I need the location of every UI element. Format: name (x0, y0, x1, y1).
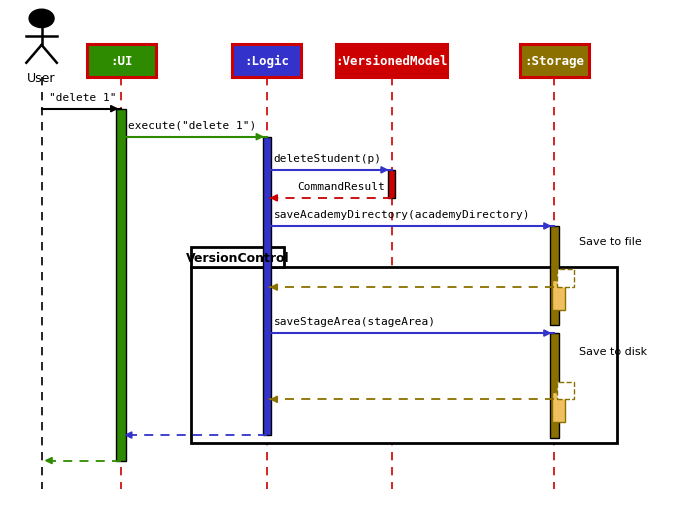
Text: :Logic: :Logic (245, 54, 289, 68)
Text: Save to disk: Save to disk (579, 346, 647, 356)
Bar (550, 333, 559, 438)
Bar (557, 270, 574, 288)
Bar (191, 248, 284, 267)
Text: :Storage: :Storage (525, 54, 584, 68)
Text: :UI: :UI (110, 54, 132, 68)
Bar (550, 227, 559, 326)
Circle shape (29, 10, 54, 29)
Bar (552, 280, 565, 310)
Bar (557, 382, 574, 400)
Bar (388, 171, 395, 199)
Bar (191, 267, 617, 443)
Bar (232, 44, 301, 77)
Bar (116, 109, 126, 461)
Bar (263, 137, 271, 435)
Text: saveAcademyDirectory(academyDirectory): saveAcademyDirectory(academyDirectory) (274, 209, 530, 219)
Bar (87, 44, 156, 77)
Text: execute("delete 1"): execute("delete 1") (128, 120, 256, 130)
Text: saveStageArea(stageArea): saveStageArea(stageArea) (274, 316, 436, 326)
Bar (520, 44, 589, 77)
Text: deleteStudent(p): deleteStudent(p) (274, 153, 382, 163)
Text: CommandResult: CommandResult (297, 181, 385, 191)
Text: :VersionedModel: :VersionedModel (335, 54, 448, 68)
Text: "delete 1": "delete 1" (49, 92, 116, 102)
Bar (552, 392, 565, 422)
Text: Save to file: Save to file (579, 237, 642, 247)
Text: VersionControl: VersionControl (186, 251, 289, 264)
Text: User: User (27, 72, 56, 85)
Bar (336, 44, 447, 77)
